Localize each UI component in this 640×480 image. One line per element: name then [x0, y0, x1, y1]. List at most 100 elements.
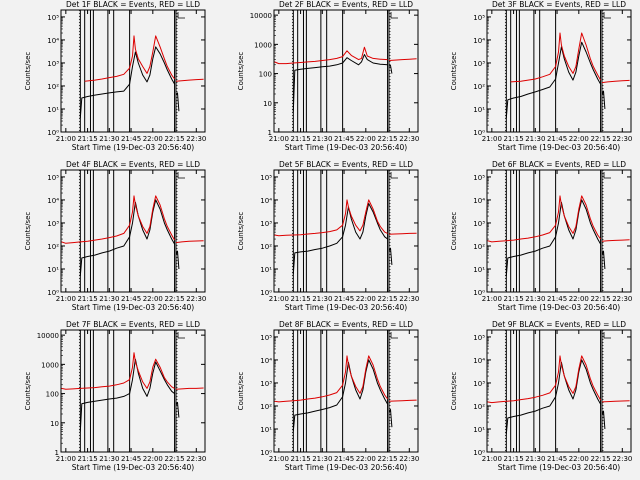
y-axis-label: Counts/sec	[450, 372, 458, 411]
y-tick-label: 10²	[473, 83, 485, 91]
x-tick-label: 22:00	[569, 135, 589, 143]
lld-series-line	[61, 352, 175, 390]
y-tick-label: 10⁵	[47, 14, 59, 22]
x-tick-label: 21:15	[77, 455, 97, 463]
events-series-line	[175, 250, 180, 270]
flag-marker	[390, 12, 399, 19]
x-tick-label: 22:30	[612, 295, 632, 303]
x-tick-label: 22:00	[143, 295, 163, 303]
x-tick-label: 22:00	[356, 295, 376, 303]
x-tick-label: 21:30	[99, 135, 119, 143]
x-axis-label: Start Time (19-Dec-03 20:56:40)	[285, 463, 407, 472]
x-tick-label: 22:30	[399, 135, 419, 143]
plot-frame	[60, 329, 206, 453]
flag-marker	[177, 12, 186, 19]
x-tick-label: 21:30	[312, 295, 332, 303]
y-tick-label: 10	[50, 420, 59, 428]
chart-title: Det 1F BLACK = Events, RED = LLD	[66, 0, 200, 9]
y-axis-label: Counts/sec	[24, 212, 32, 251]
x-tick-label: 22:00	[356, 135, 376, 143]
x-tick-label: 22:15	[590, 295, 610, 303]
x-tick-label: 21:00	[56, 135, 76, 143]
x-tick-label: 21:00	[269, 135, 289, 143]
flag-marker	[390, 332, 399, 339]
y-tick-label: 10¹	[47, 106, 59, 114]
x-tick-label: 21:00	[56, 455, 76, 463]
y-tick-label: 10¹	[473, 106, 485, 114]
events-series-line	[601, 250, 606, 270]
x-tick-label: 21:45	[121, 135, 141, 143]
x-tick-label: 21:00	[482, 295, 502, 303]
lld-series-line	[84, 35, 176, 82]
events-series-line	[388, 247, 393, 265]
lld-series-line	[175, 78, 204, 82]
lld-series-line	[601, 239, 630, 242]
y-axis-label: Counts/sec	[450, 212, 458, 251]
y-tick-label: 10⁰	[473, 289, 485, 297]
x-tick-label: 21:00	[269, 295, 289, 303]
events-series-line	[388, 64, 393, 74]
y-tick-label: 10000	[37, 332, 59, 340]
y-tick-label: 10⁴	[47, 37, 59, 45]
events-series-line	[601, 410, 606, 430]
x-tick-label: 22:15	[164, 135, 184, 143]
y-axis-label: Counts/sec	[237, 372, 245, 411]
y-tick-label: 10³	[473, 220, 485, 228]
x-tick-label: 21:15	[77, 295, 97, 303]
y-tick-label: 10⁵	[260, 334, 272, 342]
chart-title: Det 5F BLACK = Events, RED = LLD	[279, 160, 413, 169]
y-tick-label: 1000	[41, 361, 59, 369]
y-tick-label: 10¹	[473, 266, 485, 274]
x-tick-label: 22:00	[143, 455, 163, 463]
y-tick-label: 10³	[473, 380, 485, 388]
y-tick-label: 10³	[473, 60, 485, 68]
y-tick-label: 10⁵	[473, 174, 485, 182]
y-tick-label: 10⁵	[260, 174, 272, 182]
y-tick-label: 10⁰	[47, 129, 59, 137]
events-series-line	[388, 409, 393, 428]
events-series-line	[601, 90, 606, 110]
flag-marker	[390, 172, 399, 179]
x-tick-label: 22:15	[377, 135, 397, 143]
y-tick-label: 100	[46, 391, 59, 399]
chart-title: Det 6F BLACK = Events, RED = LLD	[492, 160, 626, 169]
lld-series-line	[175, 387, 204, 390]
y-tick-label: 1	[55, 449, 59, 457]
lld-series-line	[487, 355, 602, 404]
x-tick-label: 22:30	[399, 295, 419, 303]
x-tick-label: 22:15	[164, 455, 184, 463]
y-tick-label: 10⁴	[260, 357, 272, 365]
y-tick-label: 10³	[47, 60, 59, 68]
x-tick-label: 21:30	[312, 135, 332, 143]
y-tick-label: 10⁴	[47, 197, 59, 205]
x-axis-label: Start Time (19-Dec-03 20:56:40)	[498, 463, 620, 472]
lld-series-line	[388, 232, 417, 235]
y-tick-label: 10³	[47, 220, 59, 228]
plot-frame	[60, 9, 206, 133]
x-axis-label: Start Time (19-Dec-03 20:56:40)	[285, 303, 407, 312]
plot-frame	[273, 329, 419, 453]
chart-title: Det 2F BLACK = Events, RED = LLD	[279, 0, 413, 9]
x-tick-label: 22:15	[164, 295, 184, 303]
flag-marker	[603, 172, 612, 179]
events-series-line	[175, 92, 180, 112]
y-tick-label: 10¹	[260, 426, 272, 434]
plot-frame	[273, 169, 419, 293]
x-tick-label: 21:45	[334, 455, 354, 463]
x-tick-label: 21:45	[547, 135, 567, 143]
x-tick-label: 21:30	[525, 135, 545, 143]
x-axis-label: Start Time (19-Dec-03 20:56:40)	[498, 143, 620, 152]
x-tick-label: 21:30	[312, 455, 332, 463]
plot-frame	[486, 169, 632, 293]
x-tick-label: 21:30	[99, 295, 119, 303]
lld-series-line	[274, 355, 389, 403]
chart-title: Det 3F BLACK = Events, RED = LLD	[492, 0, 626, 9]
events-series-line	[175, 401, 180, 418]
lld-series-line	[388, 399, 417, 402]
x-tick-label: 21:15	[77, 135, 97, 143]
y-tick-label: 10¹	[47, 266, 59, 274]
x-tick-label: 21:30	[525, 455, 545, 463]
lld-series-line	[175, 240, 204, 244]
